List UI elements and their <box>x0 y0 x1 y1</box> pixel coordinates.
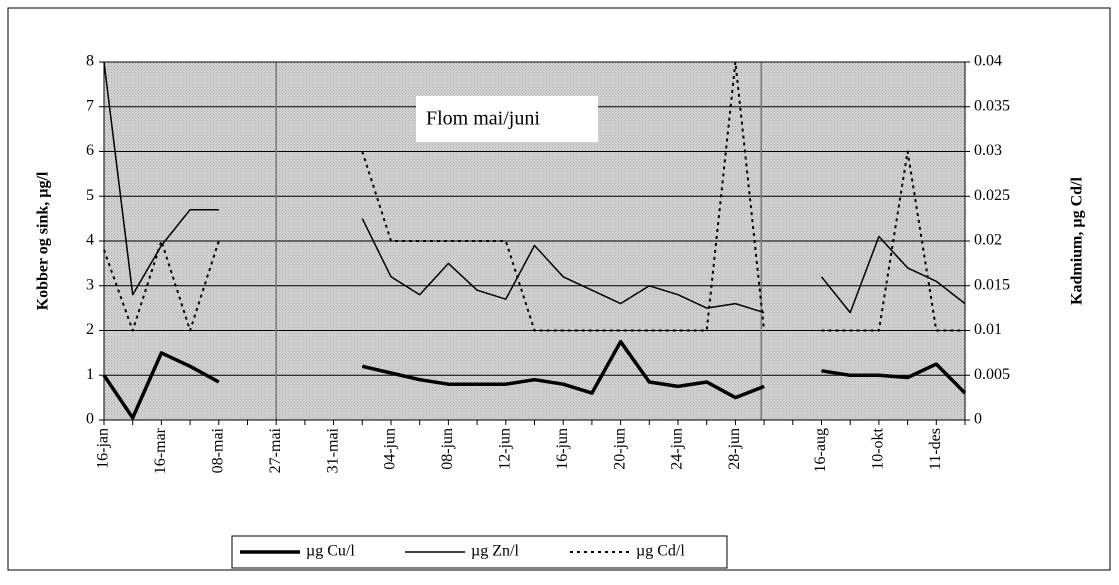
x-tick-label: 28-jun <box>726 428 743 470</box>
y2-tick-label: 0.005 <box>974 366 1010 383</box>
y-tick-label: 6 <box>86 142 94 159</box>
y-tick-label: 0 <box>86 411 94 428</box>
y2-tick-label: 0.035 <box>974 97 1010 114</box>
x-tick-label: 27-mai <box>267 427 284 473</box>
legend-label: µg Zn/l <box>471 543 519 560</box>
y-tick-label: 3 <box>86 276 94 293</box>
x-tick-label: 16-jun <box>554 428 571 470</box>
y2-tick-label: 0.015 <box>974 276 1010 293</box>
x-tick-label: 31-mai <box>324 427 341 473</box>
y2-tick-label: 0.02 <box>974 232 1002 249</box>
legend-label: µg Cd/l <box>636 543 685 560</box>
y2-tick-label: 0.04 <box>974 53 1002 70</box>
series-line <box>103 61 966 314</box>
y2-tick-label: 0.03 <box>974 142 1002 159</box>
y2-axis-title: Kadmium, µg Cd/l <box>1069 176 1086 304</box>
series-line <box>102 339 967 420</box>
y-axis-title: Kobber og sink, µg/l <box>35 171 52 310</box>
x-tick-label: 24-jun <box>669 428 686 470</box>
y2-tick-label: 0.01 <box>974 321 1002 338</box>
y-tick-label: 2 <box>86 321 94 338</box>
y-tick-label: 8 <box>86 53 94 70</box>
x-tick-label: 04-jun <box>382 428 399 470</box>
y2-tick-label: 0.025 <box>974 187 1010 204</box>
y-tick-label: 5 <box>86 187 94 204</box>
series-line <box>103 61 965 332</box>
legend <box>231 535 728 569</box>
annotation: Flom mai/juni <box>426 108 540 130</box>
x-tick-label: 20-jun <box>611 428 628 470</box>
x-tick-label: 08-mai <box>209 427 226 473</box>
x-tick-label: 16-jan <box>95 428 112 469</box>
y-tick-label: 1 <box>86 366 94 383</box>
x-tick-label: 16-aug <box>812 428 829 472</box>
y-tick-label: 4 <box>86 232 94 249</box>
y-tick-label: 7 <box>86 97 94 114</box>
x-tick-label: 08-jun <box>439 428 456 470</box>
x-tick-label: 10-okt <box>870 427 887 469</box>
annotation-box <box>416 96 598 142</box>
x-tick-label: 12-jun <box>496 428 513 470</box>
x-tick-label: 16-mar <box>152 427 169 474</box>
legend-label: µg Cu/l <box>306 543 355 560</box>
x-tick-label: 11-des <box>927 428 944 470</box>
y2-tick-label: 0 <box>974 411 982 428</box>
